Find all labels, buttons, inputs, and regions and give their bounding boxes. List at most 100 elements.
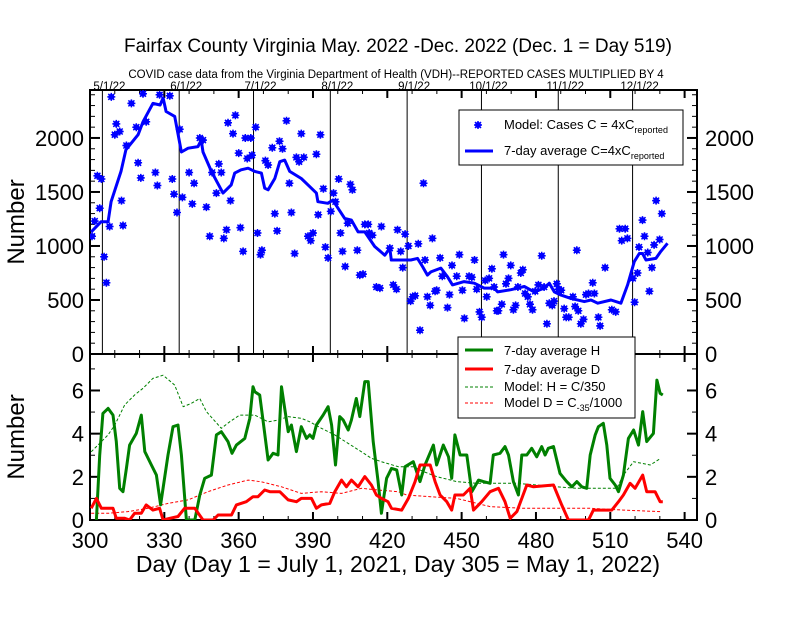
case-point-star bbox=[275, 137, 284, 146]
case-point-star bbox=[621, 224, 630, 233]
case-point-star bbox=[502, 279, 510, 288]
case-point bbox=[416, 326, 424, 335]
case-point-star bbox=[314, 210, 323, 219]
case-point bbox=[226, 196, 235, 205]
case-point-star bbox=[552, 279, 561, 288]
case-point-star bbox=[416, 326, 424, 335]
case-point-star bbox=[202, 203, 211, 212]
legend-model-d-label: Model D = C-35/1000 bbox=[504, 395, 622, 413]
case-point bbox=[290, 249, 299, 258]
case-point bbox=[297, 129, 306, 138]
case-point-star bbox=[336, 229, 345, 237]
case-point-star bbox=[359, 270, 367, 279]
case-point bbox=[655, 235, 664, 244]
case-point bbox=[268, 143, 277, 152]
case-point bbox=[404, 242, 413, 250]
case-point bbox=[635, 243, 643, 252]
case-point bbox=[572, 246, 581, 255]
case-point-star bbox=[243, 154, 252, 163]
case-point bbox=[588, 278, 597, 287]
case-point-star bbox=[523, 292, 532, 301]
case-point bbox=[368, 231, 377, 240]
case-point-star bbox=[139, 90, 147, 98]
case-point bbox=[107, 92, 116, 101]
case-point-star bbox=[423, 292, 432, 301]
case-point-star bbox=[199, 136, 207, 145]
case-point-star bbox=[299, 153, 308, 162]
case-point-star bbox=[428, 234, 437, 243]
case-point-star bbox=[511, 301, 520, 310]
case-point-star bbox=[590, 289, 599, 298]
case-point-star bbox=[657, 209, 666, 218]
case-point-star bbox=[151, 168, 160, 177]
case-point bbox=[611, 307, 620, 316]
case-point-star bbox=[506, 261, 515, 270]
case-point-star bbox=[392, 285, 401, 294]
case-point-star bbox=[105, 222, 114, 231]
case-point-star bbox=[611, 307, 620, 316]
case-point-star bbox=[312, 150, 321, 159]
legend-d-label: 7-day average D bbox=[504, 362, 600, 377]
case-point-star bbox=[297, 129, 306, 138]
case-point bbox=[117, 196, 126, 205]
case-point-star bbox=[268, 143, 277, 152]
case-point-star bbox=[110, 130, 119, 139]
case-point-star bbox=[205, 232, 214, 241]
case-point bbox=[499, 250, 508, 259]
case-point-star bbox=[127, 99, 136, 108]
case-point-star bbox=[537, 251, 546, 260]
case-point bbox=[477, 313, 486, 322]
case-point bbox=[458, 286, 467, 295]
case-point-star bbox=[509, 305, 518, 314]
star-marker-icon bbox=[474, 121, 482, 129]
case-point-star bbox=[112, 119, 121, 128]
case-point-star bbox=[353, 246, 362, 255]
case-point-star bbox=[214, 159, 223, 168]
case-point bbox=[219, 234, 228, 243]
case-point bbox=[246, 134, 255, 142]
case-point bbox=[584, 289, 593, 298]
case-point-star bbox=[219, 234, 228, 243]
legend-h-label: 7-day average H bbox=[504, 343, 600, 358]
case-point-star bbox=[542, 319, 551, 328]
case-point bbox=[571, 302, 580, 311]
case-point bbox=[534, 280, 543, 289]
case-point-star bbox=[348, 185, 357, 194]
case-point bbox=[261, 156, 270, 165]
case-point bbox=[647, 263, 656, 272]
case-point-star bbox=[655, 235, 664, 244]
case-point bbox=[638, 216, 647, 225]
case-point bbox=[576, 319, 585, 328]
y-tick-label-right: 1000 bbox=[705, 234, 754, 259]
case-point-star bbox=[421, 256, 429, 264]
case-point bbox=[645, 287, 654, 296]
case-point-star bbox=[497, 300, 506, 309]
case-point-star bbox=[650, 240, 659, 249]
x-tick-label: 450 bbox=[443, 528, 480, 553]
case-point-star bbox=[607, 305, 616, 314]
case-point bbox=[112, 119, 121, 128]
case-point bbox=[590, 289, 599, 298]
case-point-star bbox=[438, 272, 447, 281]
case-point-star bbox=[290, 249, 299, 258]
case-point-star bbox=[568, 292, 577, 301]
series-7-day-average-c-4xc bbox=[90, 96, 669, 305]
case-point bbox=[321, 243, 330, 252]
case-point-star bbox=[615, 224, 624, 233]
case-point bbox=[188, 199, 197, 208]
case-point bbox=[596, 321, 605, 330]
case-point bbox=[460, 314, 469, 323]
chart-subtitle: COVID case data from the Virginia Depart… bbox=[128, 69, 664, 81]
month-label: 11/1/22 bbox=[546, 81, 584, 93]
case-point-star bbox=[526, 300, 534, 309]
case-point-star bbox=[458, 286, 467, 295]
case-point bbox=[306, 236, 315, 245]
case-point bbox=[139, 90, 147, 98]
case-point bbox=[304, 232, 312, 241]
case-point bbox=[90, 217, 99, 226]
legend-avg-cases-label: 7-day average C=4xCreported bbox=[504, 143, 664, 161]
case-point-star bbox=[168, 175, 177, 183]
case-point bbox=[630, 298, 639, 307]
case-point-star bbox=[170, 190, 178, 199]
case-point-star bbox=[560, 304, 569, 313]
